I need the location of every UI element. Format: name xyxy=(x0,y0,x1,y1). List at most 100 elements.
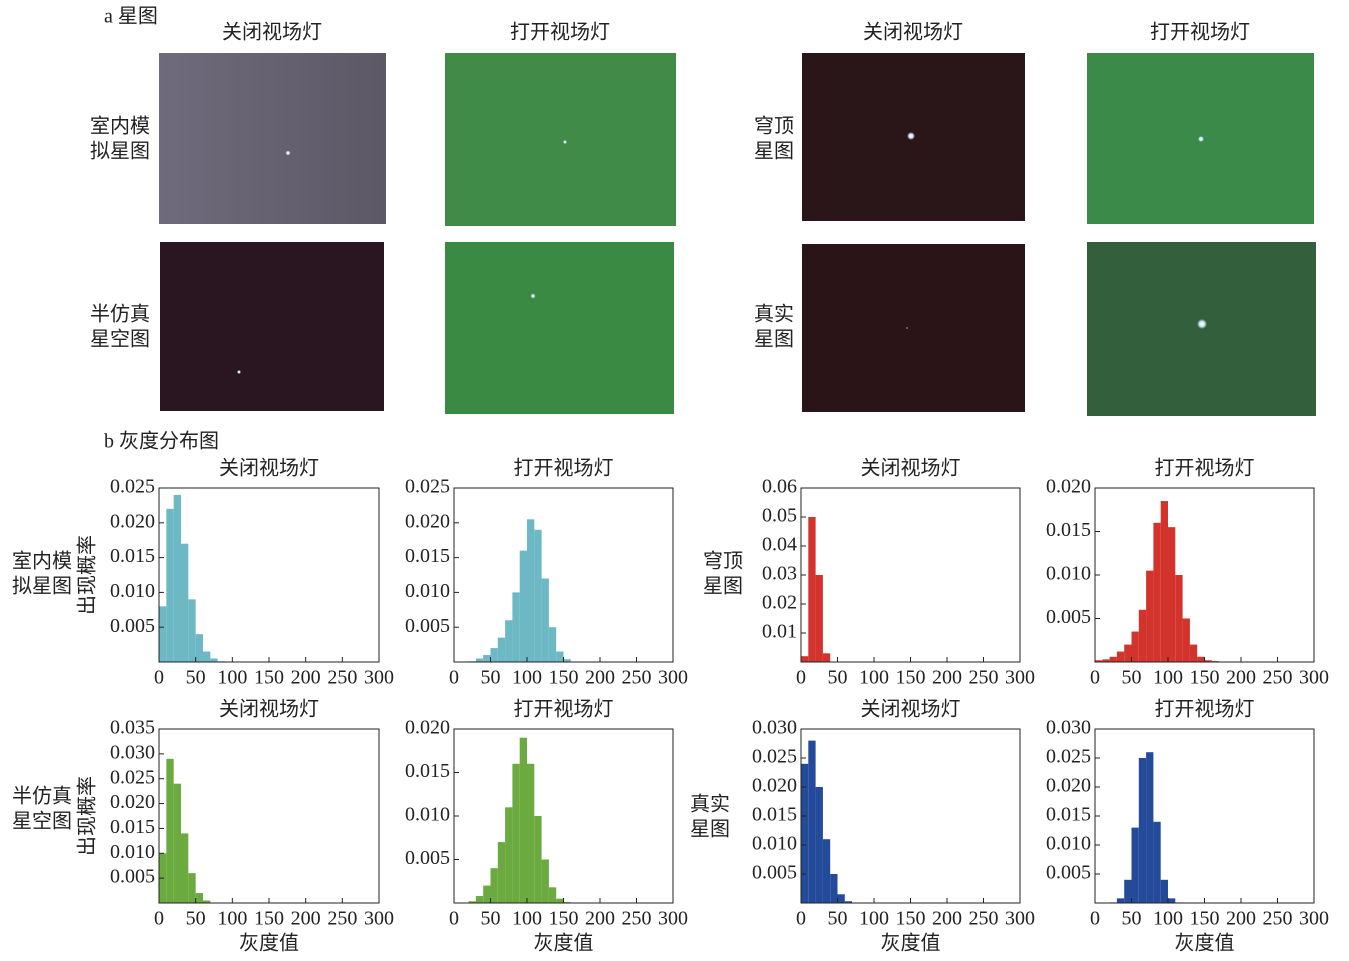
x-tick-label: 50 xyxy=(828,908,848,930)
histogram-bar xyxy=(203,652,210,662)
x-tick-label: 300 xyxy=(364,908,394,930)
y-tick-label: 0.04 xyxy=(762,534,797,556)
star xyxy=(1198,136,1204,142)
histogram-bar xyxy=(534,530,541,662)
histogram-bar xyxy=(512,592,519,662)
y-tick-label: 0.06 xyxy=(762,476,797,498)
x-tick-label: 100 xyxy=(512,908,542,930)
histogram-bar xyxy=(542,578,549,662)
y-tick-label: 0.025 xyxy=(1046,746,1091,768)
star-image xyxy=(445,53,676,226)
y-tick-label: 0.010 xyxy=(405,804,450,826)
figure: a 星图 b 灰度分布图 关闭视场灯打开视场灯关闭视场灯打开视场灯室内模拟星图半… xyxy=(0,0,1349,956)
y-tick-label: 0.005 xyxy=(110,866,155,888)
y-tick-label: 0.025 xyxy=(110,476,155,498)
histogram-bar xyxy=(1153,523,1160,662)
star xyxy=(1197,319,1207,329)
histogram-bar xyxy=(527,519,534,662)
histogram-bar xyxy=(196,634,203,662)
y-tick-label: 0.015 xyxy=(405,545,450,567)
y-tick-label: 0.010 xyxy=(1046,563,1091,585)
histogram-bar xyxy=(483,886,490,903)
histogram-bar xyxy=(1117,898,1124,903)
x-axis-label: 灰度值 xyxy=(534,932,594,955)
x-tick-label: 0 xyxy=(1090,667,1100,689)
histogram-bar xyxy=(1161,501,1168,662)
x-tick-label: 200 xyxy=(585,908,615,930)
histogram-bar xyxy=(838,894,845,903)
histogram-bar xyxy=(520,551,527,662)
star-image xyxy=(445,242,674,414)
histogram-bar xyxy=(830,874,837,903)
y-tick-label: 0.03 xyxy=(762,563,797,585)
histogram-bar xyxy=(476,659,483,662)
histogram-bar xyxy=(1183,619,1190,663)
panel-label: a 星图 xyxy=(104,6,158,28)
row-label: 真实 xyxy=(754,303,794,326)
y-tick-label: 0.030 xyxy=(110,741,155,763)
histogram-bar xyxy=(808,741,815,903)
histogram-bar xyxy=(534,816,541,903)
chart-title: 关闭视场灯 xyxy=(219,457,319,480)
histogram-bar xyxy=(1146,571,1153,662)
histogram-bar xyxy=(816,787,823,903)
histogram-bar xyxy=(823,839,830,903)
row-label: 半仿真 xyxy=(90,303,150,326)
row-label: 穹顶 xyxy=(703,550,743,573)
x-tick-label: 300 xyxy=(1005,908,1035,930)
y-tick-label: 0.025 xyxy=(405,476,450,498)
x-tick-label: 300 xyxy=(658,667,688,689)
histogram-bar xyxy=(1124,645,1131,662)
x-tick-label: 100 xyxy=(1153,908,1183,930)
x-tick-label: 250 xyxy=(622,908,652,930)
y-axis-label: 出现概率 xyxy=(76,535,99,615)
histogram-bar xyxy=(181,544,188,662)
histogram-bar xyxy=(1110,657,1117,662)
y-tick-label: 0.025 xyxy=(110,766,155,788)
image-title: 关闭视场灯 xyxy=(863,21,963,44)
histogram-bar xyxy=(1175,575,1182,662)
x-tick-label: 250 xyxy=(1263,908,1293,930)
histogram-bar xyxy=(491,868,498,903)
y-tick-label: 0.015 xyxy=(110,545,155,567)
histogram-bar xyxy=(1124,880,1131,903)
x-tick-label: 50 xyxy=(186,667,206,689)
histogram-bar xyxy=(549,887,556,903)
plot-frame xyxy=(1095,729,1314,903)
row-label: 星图 xyxy=(703,576,743,598)
row-label: 星空图 xyxy=(12,810,72,833)
x-tick-label: 250 xyxy=(969,908,999,930)
star xyxy=(907,132,915,140)
x-tick-label: 100 xyxy=(512,667,542,689)
plot-frame xyxy=(801,488,1020,662)
x-tick-label: 0 xyxy=(449,667,459,689)
star xyxy=(286,151,291,156)
y-tick-label: 0.015 xyxy=(110,816,155,838)
histogram-bar xyxy=(1168,527,1175,662)
histogram-bar xyxy=(1132,828,1139,903)
y-tick-label: 0.025 xyxy=(752,746,797,768)
chart-title: 关闭视场灯 xyxy=(861,457,961,480)
x-tick-label: 200 xyxy=(932,908,962,930)
x-tick-label: 50 xyxy=(828,667,848,689)
histogram-bar xyxy=(556,652,563,662)
x-tick-label: 300 xyxy=(364,667,394,689)
histogram-bar xyxy=(816,575,823,662)
x-tick-label: 50 xyxy=(1122,667,1142,689)
histogram-bar xyxy=(527,764,534,903)
x-tick-label: 150 xyxy=(896,908,926,930)
x-tick-label: 50 xyxy=(481,908,501,930)
y-tick-label: 0.05 xyxy=(762,505,797,527)
histogram-bar xyxy=(159,606,166,662)
histogram-bar xyxy=(542,860,549,904)
y-tick-label: 0.030 xyxy=(752,717,797,739)
x-axis-label: 灰度值 xyxy=(239,932,299,955)
x-tick-label: 150 xyxy=(254,908,284,930)
chart-title: 打开视场灯 xyxy=(1155,698,1255,721)
y-tick-label: 0.015 xyxy=(1046,804,1091,826)
y-tick-label: 0.010 xyxy=(405,580,450,602)
x-tick-label: 250 xyxy=(969,667,999,689)
x-tick-label: 150 xyxy=(549,908,579,930)
image-title: 打开视场灯 xyxy=(510,21,610,44)
x-tick-label: 300 xyxy=(658,908,688,930)
